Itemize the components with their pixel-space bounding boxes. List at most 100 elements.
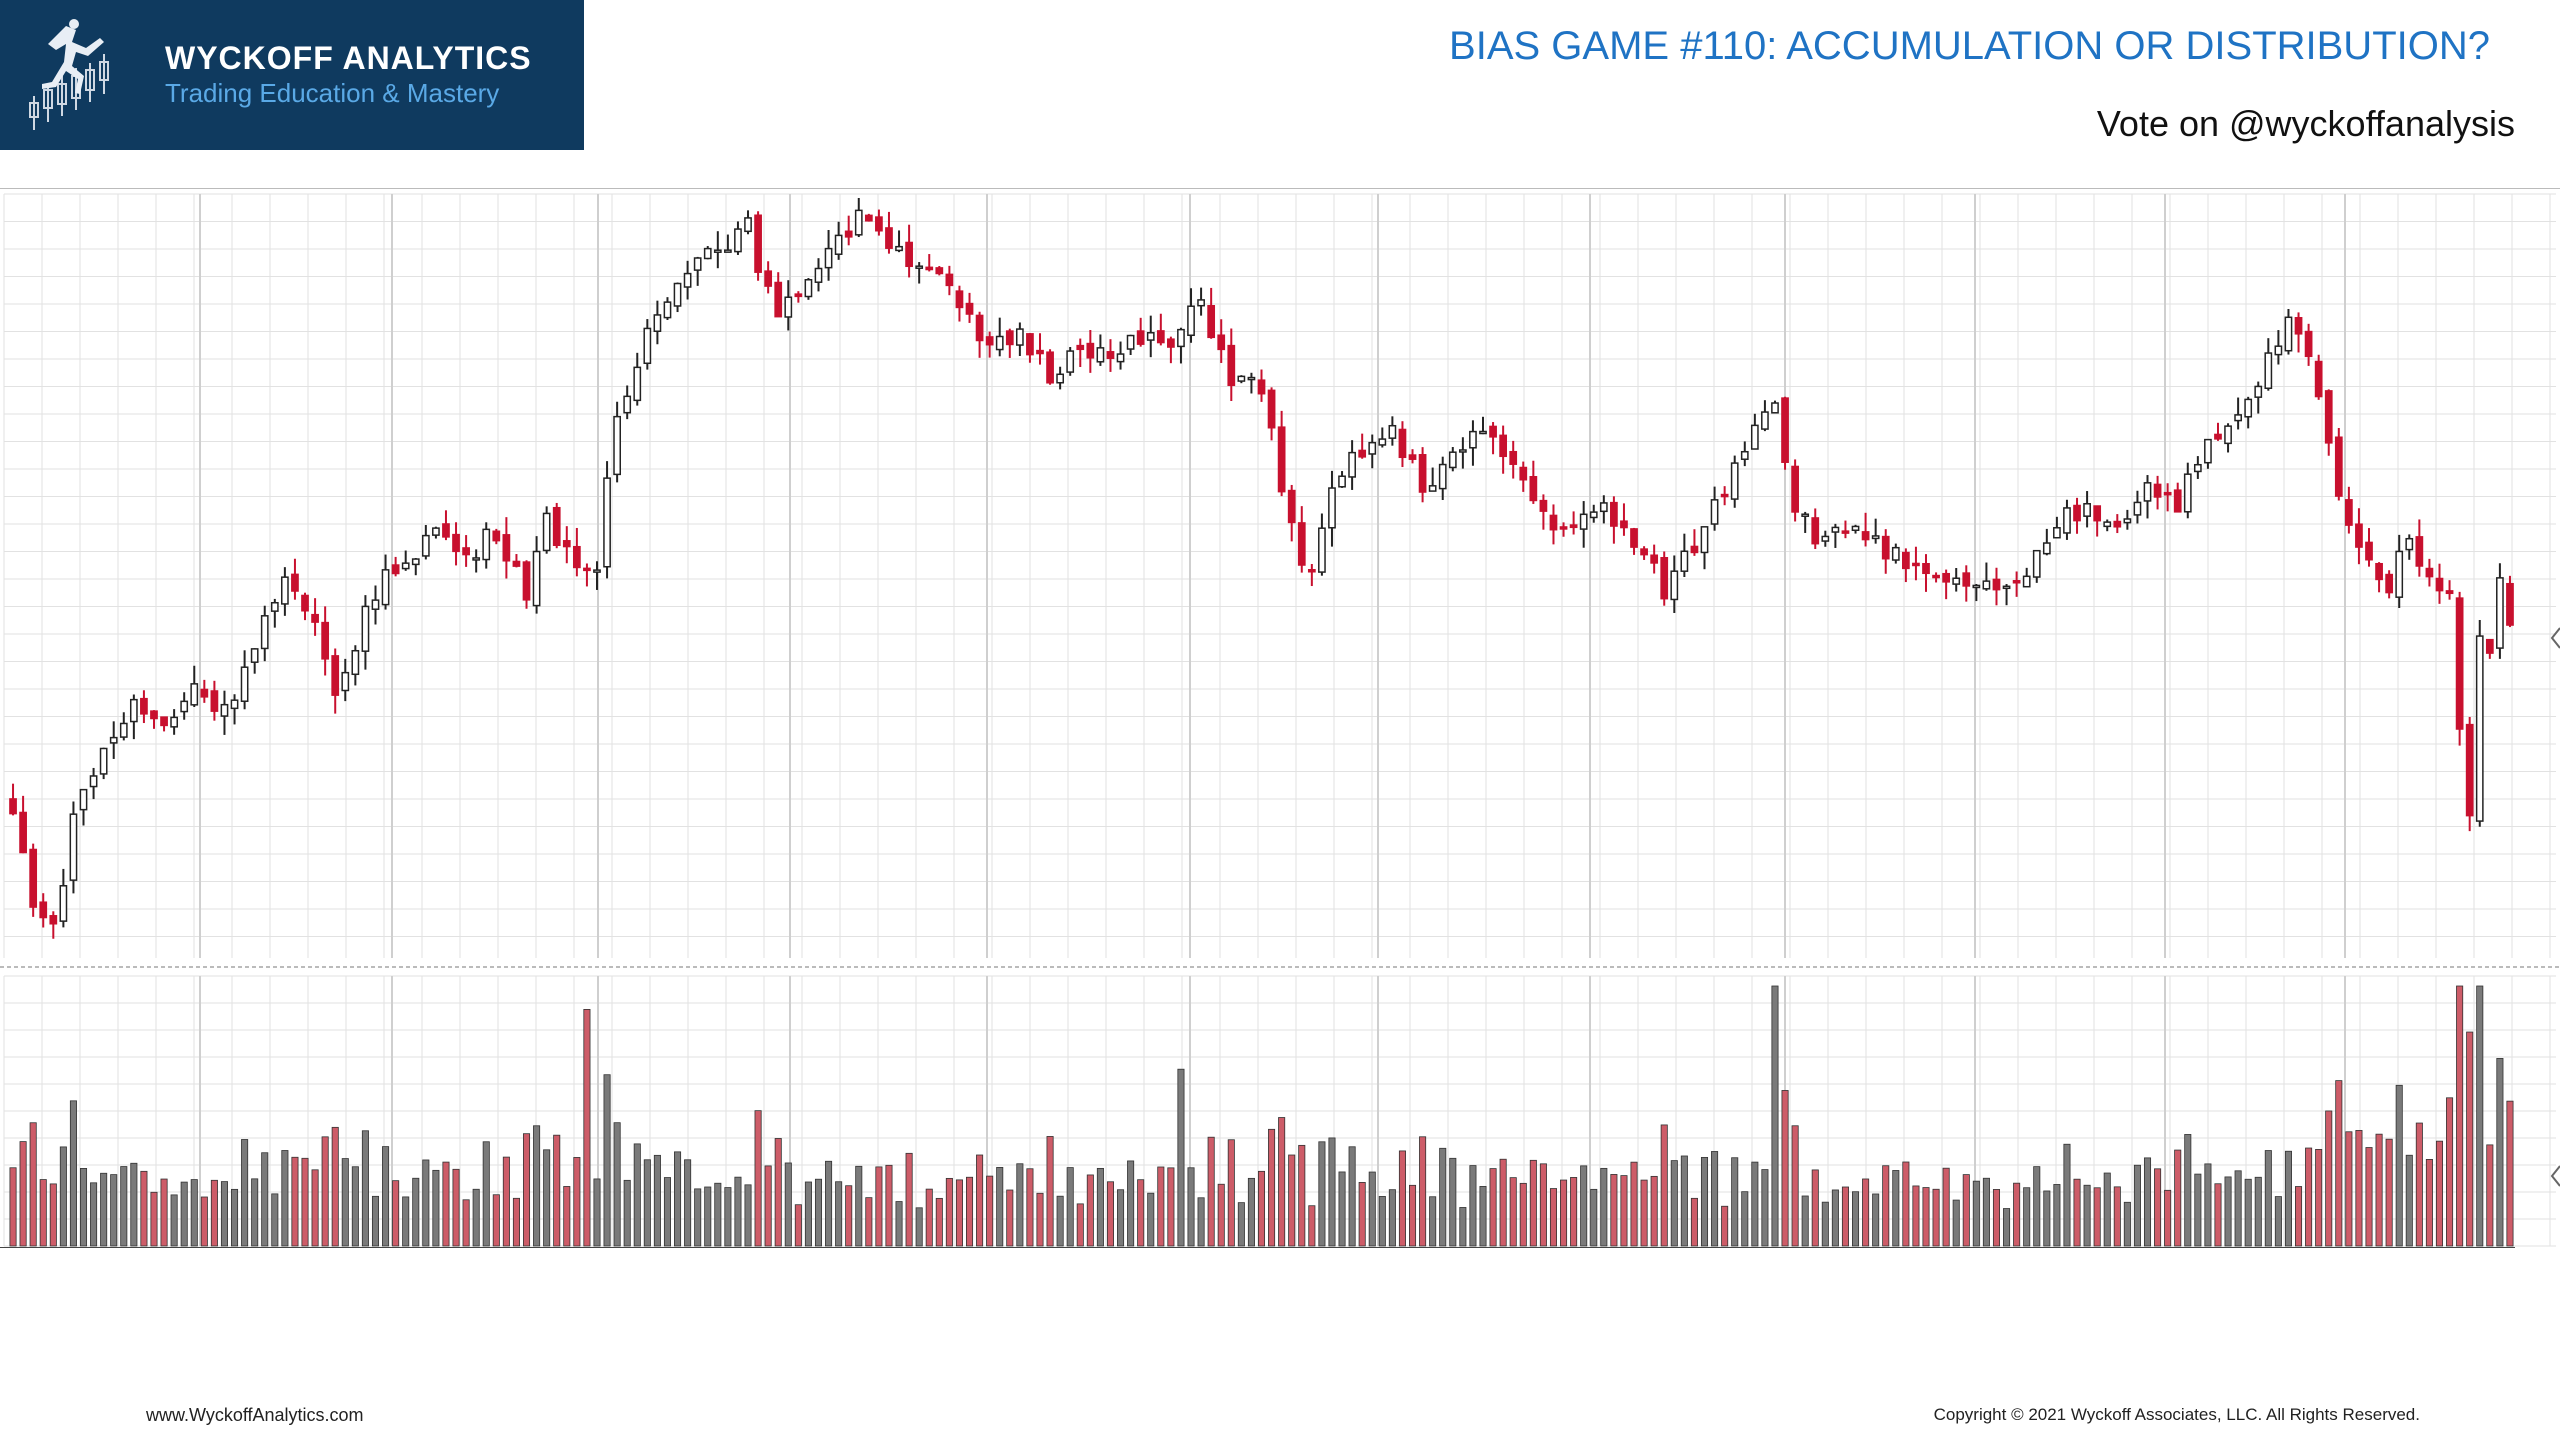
candle-body	[1660, 556, 1669, 600]
candle-body	[371, 599, 380, 610]
volume-bar	[1882, 1165, 1890, 1247]
volume-bar	[1962, 1174, 1970, 1247]
candle-body	[2153, 483, 2162, 498]
volume-bar	[2164, 1189, 2172, 1247]
candle	[1408, 449, 1417, 464]
candle-body	[1861, 531, 1870, 541]
volume-series	[9, 985, 2514, 1247]
candle-body	[321, 621, 330, 660]
candle	[1559, 522, 1568, 537]
volume-bar	[2496, 1058, 2504, 1247]
volume-bar	[160, 1178, 168, 1247]
volume-bar	[301, 1157, 309, 1247]
candle	[1036, 333, 1044, 365]
candle	[1599, 495, 1608, 524]
candle	[1247, 372, 1256, 394]
candle	[2032, 549, 2041, 583]
candle	[532, 536, 541, 614]
volume-bar	[2194, 1173, 2202, 1247]
volume-bar	[1630, 1161, 1638, 1247]
volume-bar	[533, 1125, 541, 1247]
candle-body	[844, 230, 853, 238]
candle	[1257, 369, 1266, 402]
candle	[2314, 354, 2323, 400]
volume-bar	[1348, 1146, 1356, 1247]
candle-body	[1982, 580, 1991, 590]
candle-body	[401, 562, 410, 570]
candle	[1237, 375, 1246, 384]
website-link[interactable]: www.WyckoffAnalytics.com	[146, 1405, 364, 1425]
volume-bar	[734, 1176, 742, 1247]
volume-bar	[643, 1159, 651, 1247]
volume-bar	[220, 1181, 228, 1247]
candle	[421, 525, 430, 560]
candle	[220, 690, 229, 735]
volume-bar	[1852, 1191, 1860, 1247]
candle	[1690, 529, 1699, 556]
volume-bar	[472, 1188, 480, 1247]
scroll-chevron-icon	[2550, 627, 2560, 649]
volume-bar	[1912, 1185, 1920, 1247]
candle	[552, 502, 561, 549]
candle-body	[2304, 330, 2313, 358]
volume-bar	[351, 1166, 359, 1247]
candle	[301, 592, 309, 621]
candle	[1136, 317, 1145, 347]
candle-body	[2063, 507, 2071, 534]
volume-bar	[1449, 1157, 1457, 1247]
volume-bar	[1117, 1189, 1125, 1247]
candle-body	[1187, 305, 1195, 337]
volume-bar	[2355, 1130, 2363, 1247]
candle	[1972, 584, 1981, 602]
volume-bar	[744, 1184, 752, 1247]
candle	[1096, 334, 1105, 366]
candle-body	[89, 775, 98, 788]
candle-body	[1207, 305, 1216, 339]
candle	[190, 665, 199, 708]
candle	[1418, 447, 1427, 503]
candle	[1670, 555, 1679, 613]
candle-body	[744, 217, 752, 233]
candle-body	[79, 788, 88, 811]
candle	[844, 215, 853, 246]
volume-bar	[1529, 1159, 1537, 1247]
candle	[2334, 427, 2343, 501]
volume-bar	[200, 1196, 208, 1247]
candle	[1469, 420, 1477, 466]
volume-bar	[1821, 1201, 1829, 1247]
volume-bar	[754, 1110, 762, 1247]
candle-body	[663, 301, 672, 319]
volume-bar	[1650, 1175, 1658, 1247]
candle	[2375, 562, 2383, 593]
volume-bar	[512, 1197, 520, 1247]
volume-bar	[553, 1134, 561, 1247]
candle-body	[1277, 426, 1286, 493]
candle	[79, 788, 88, 826]
candle-body	[2143, 482, 2152, 502]
candle	[764, 261, 773, 294]
candle-body	[1509, 450, 1518, 465]
candle	[1177, 327, 1185, 364]
candle	[875, 209, 883, 236]
volume-bar	[1127, 1160, 1135, 1247]
candle	[1952, 568, 1961, 592]
candle-body	[1801, 513, 1810, 517]
candle	[1428, 467, 1437, 492]
volume-bar	[1942, 1167, 1950, 1247]
volume-bar	[1207, 1136, 1215, 1247]
candle	[1740, 441, 1749, 467]
candle	[2042, 528, 2051, 556]
volume-bar	[49, 1183, 57, 1247]
volume-bar	[1872, 1193, 1880, 1247]
volume-bar	[784, 1162, 792, 1247]
candle	[603, 461, 611, 579]
candle	[713, 231, 722, 269]
candle-body	[59, 885, 68, 922]
candle	[824, 230, 833, 281]
candle-body	[421, 534, 430, 557]
candle	[260, 605, 269, 662]
volume-bar	[613, 1122, 621, 1247]
candle-body	[381, 569, 390, 606]
volume-bar	[1711, 1151, 1719, 1247]
volume-bar	[9, 1167, 17, 1247]
